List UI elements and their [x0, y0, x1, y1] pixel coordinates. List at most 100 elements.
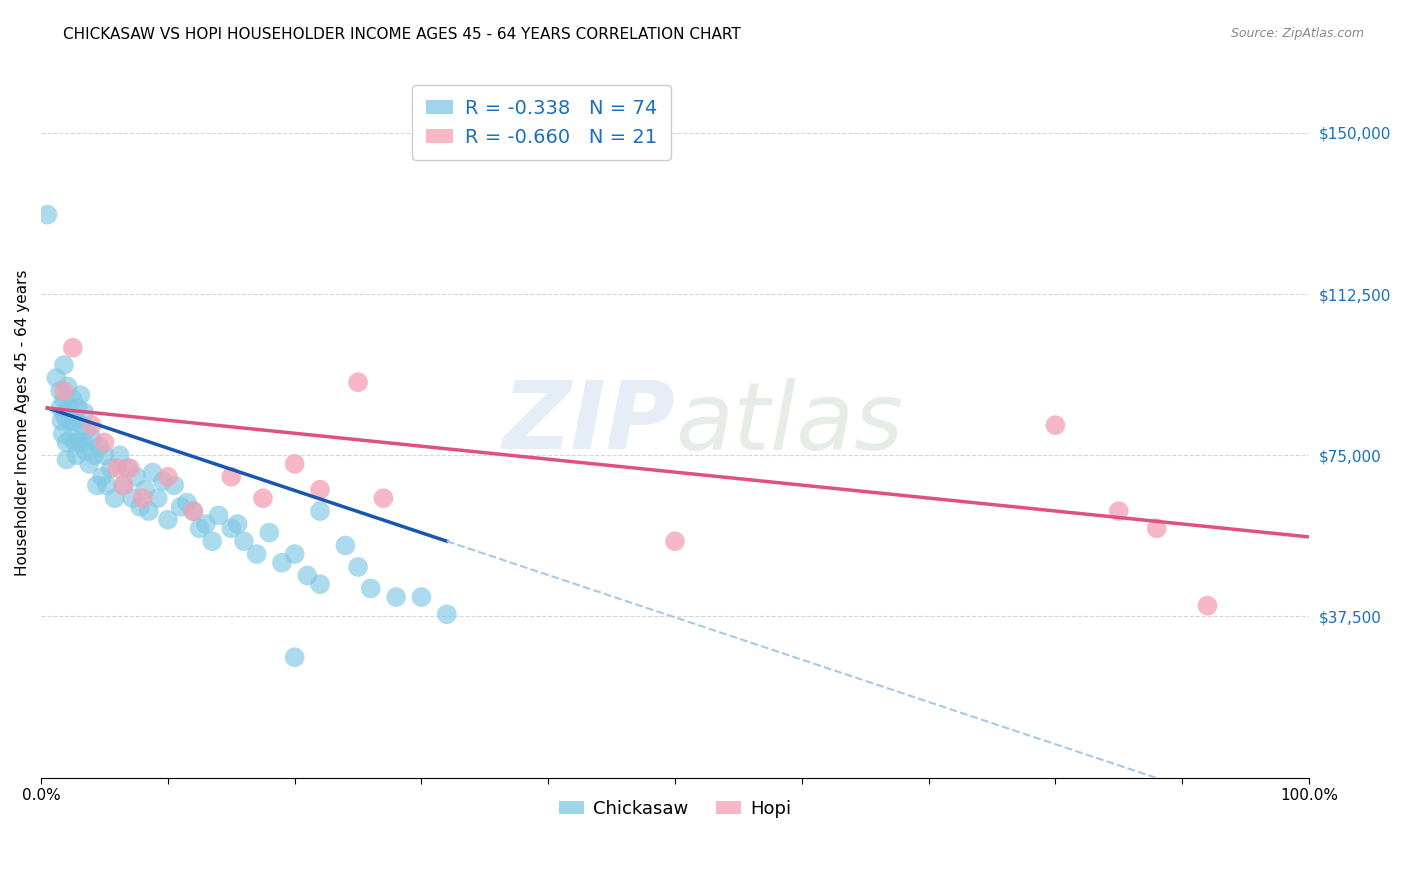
Point — [385, 590, 408, 604]
Point — [121, 491, 143, 506]
Point — [1045, 418, 1067, 433]
Point — [201, 534, 224, 549]
Point — [1146, 521, 1168, 535]
Text: ZIP: ZIP — [502, 377, 675, 469]
Point — [52, 392, 75, 407]
Point — [69, 388, 91, 402]
Point — [52, 358, 75, 372]
Point — [56, 379, 79, 393]
Point — [65, 448, 87, 462]
Point — [53, 409, 76, 424]
Text: CHICKASAW VS HOPI HOUSEHOLDER INCOME AGES 45 - 64 YEARS CORRELATION CHART: CHICKASAW VS HOPI HOUSEHOLDER INCOME AGE… — [63, 27, 741, 42]
Point — [411, 590, 433, 604]
Point — [181, 504, 204, 518]
Point — [105, 461, 128, 475]
Point — [66, 401, 89, 415]
Point — [93, 448, 115, 462]
Point — [89, 440, 111, 454]
Point — [91, 469, 114, 483]
Point — [45, 371, 67, 385]
Point — [55, 435, 77, 450]
Point — [70, 418, 93, 433]
Point — [284, 547, 307, 561]
Point — [67, 435, 90, 450]
Point — [129, 500, 152, 514]
Text: atlas: atlas — [675, 377, 903, 468]
Point — [176, 495, 198, 509]
Text: Source: ZipAtlas.com: Source: ZipAtlas.com — [1230, 27, 1364, 40]
Point — [73, 405, 96, 419]
Point — [96, 478, 118, 492]
Point — [118, 461, 141, 475]
Point — [104, 491, 127, 506]
Point — [309, 504, 332, 518]
Point — [75, 444, 97, 458]
Point — [219, 469, 242, 483]
Point — [86, 478, 108, 492]
Point — [65, 435, 87, 450]
Point — [233, 534, 256, 549]
Point — [152, 474, 174, 488]
Legend: Chickasaw, Hopi: Chickasaw, Hopi — [551, 793, 799, 825]
Point — [284, 650, 307, 665]
Point — [259, 525, 281, 540]
Point — [62, 392, 84, 407]
Point — [373, 491, 395, 506]
Point — [117, 461, 139, 475]
Point — [76, 422, 98, 436]
Point — [347, 560, 370, 574]
Point — [156, 513, 179, 527]
Point — [146, 491, 169, 506]
Point — [100, 461, 122, 475]
Point — [112, 478, 135, 492]
Point — [83, 448, 105, 462]
Point — [436, 607, 458, 622]
Point — [72, 435, 94, 450]
Point — [309, 483, 332, 497]
Point — [226, 516, 249, 531]
Point — [58, 401, 80, 415]
Point — [52, 426, 75, 441]
Point — [246, 547, 269, 561]
Point — [219, 521, 242, 535]
Point — [284, 457, 307, 471]
Point — [131, 491, 153, 506]
Point — [360, 582, 382, 596]
Point — [134, 483, 156, 497]
Point — [63, 414, 86, 428]
Point — [297, 568, 319, 582]
Y-axis label: Householder Income Ages 45 - 64 years: Householder Income Ages 45 - 64 years — [15, 269, 30, 576]
Point — [49, 384, 72, 398]
Point — [59, 414, 82, 428]
Point — [125, 469, 148, 483]
Point — [309, 577, 332, 591]
Point — [138, 504, 160, 518]
Point — [347, 375, 370, 389]
Point — [80, 418, 103, 433]
Point — [108, 448, 131, 462]
Point — [1108, 504, 1130, 518]
Point — [55, 452, 77, 467]
Point — [79, 457, 101, 471]
Point — [335, 539, 357, 553]
Point — [252, 491, 274, 506]
Point — [49, 401, 72, 415]
Point — [93, 435, 115, 450]
Point — [80, 431, 103, 445]
Point — [52, 384, 75, 398]
Point — [188, 521, 211, 535]
Point — [156, 469, 179, 483]
Point — [37, 208, 59, 222]
Point — [194, 516, 217, 531]
Point — [181, 504, 204, 518]
Point — [163, 478, 186, 492]
Point — [51, 414, 73, 428]
Point — [207, 508, 229, 523]
Point — [1197, 599, 1219, 613]
Point — [169, 500, 191, 514]
Point — [60, 431, 83, 445]
Point — [271, 556, 294, 570]
Point — [62, 341, 84, 355]
Point — [112, 478, 135, 492]
Point — [142, 466, 165, 480]
